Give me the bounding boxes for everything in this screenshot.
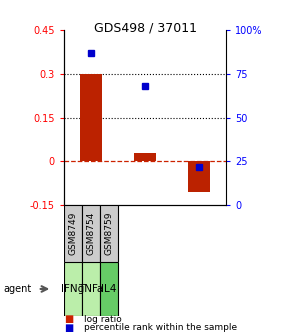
Text: GSM8754: GSM8754 [86,212,95,255]
Text: GDS498 / 37011: GDS498 / 37011 [93,22,197,35]
Text: IFNg: IFNg [61,284,84,294]
Bar [188,161,210,192]
Text: GSM8749: GSM8749 [68,212,77,255]
Bar [82,205,100,262]
Bar [64,205,82,262]
Text: agent: agent [3,284,31,294]
Text: ■: ■ [64,323,73,333]
Text: TNFa: TNFa [78,284,104,294]
Text: IL4: IL4 [101,284,117,294]
Bar [80,74,102,161]
Bar [64,262,82,316]
Bar [100,262,118,316]
Text: log ratio: log ratio [84,315,122,324]
Text: GSM8759: GSM8759 [104,212,113,255]
Bar [100,205,118,262]
Bar [82,262,100,316]
Bar [134,153,156,161]
Text: percentile rank within the sample: percentile rank within the sample [84,323,237,332]
Text: ■: ■ [64,314,73,324]
